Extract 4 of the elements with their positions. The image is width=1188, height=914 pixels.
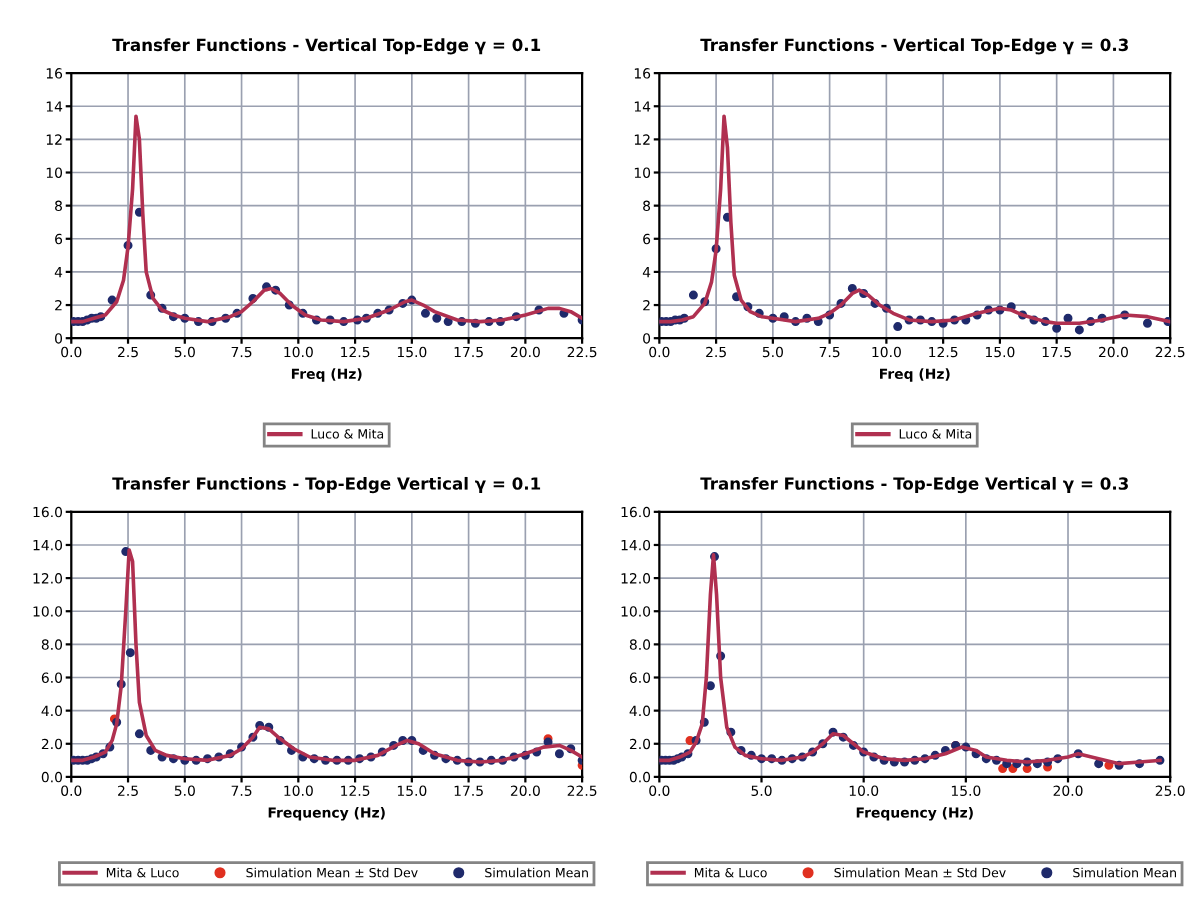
chart-title: Transfer Functions - Top-Edge Vertical γ = 0.3 <box>700 476 1128 494</box>
chart-title: Transfer Functions - Top-Edge Vertical γ = 0.1 <box>112 476 541 494</box>
chart-title: Transfer Functions - Vertical Top-Edge γ = 0.3 <box>700 38 1128 55</box>
chart-title: Transfer Functions - Vertical Top-Edge γ = 0.1 <box>112 38 541 55</box>
